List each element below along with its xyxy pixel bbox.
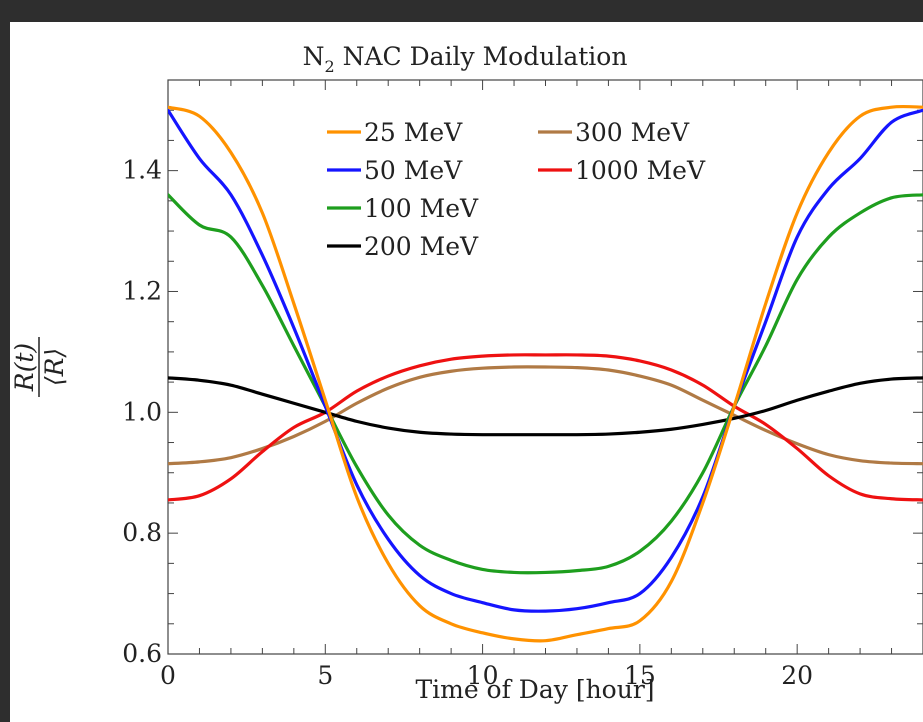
series-lines bbox=[168, 104, 923, 643]
y-tick-labels: 0.6 0.8 1.0 1.2 1.4 bbox=[122, 156, 162, 668]
x-tick-label: 10 bbox=[467, 661, 499, 690]
series-line-100-mev bbox=[168, 193, 923, 575]
series-line-1000-mev bbox=[168, 353, 923, 502]
y-tick-label: 0.8 bbox=[122, 518, 162, 547]
y-tick-label: 1.4 bbox=[122, 156, 162, 185]
x-tick-label: 0 bbox=[160, 661, 176, 690]
legend-label: 1000 MeV bbox=[575, 156, 706, 185]
y-tick-label: 1.0 bbox=[122, 397, 162, 426]
y-tick-label: 1.2 bbox=[122, 276, 162, 305]
x-tick-label: 15 bbox=[624, 661, 656, 690]
chart-panel: N2 NAC Daily Modulation 0 5 10 15 20 0.6 0.8 1… bbox=[10, 22, 923, 722]
x-tick-label: 20 bbox=[781, 661, 813, 690]
y-axis-title-numerator: R(t) bbox=[10, 343, 39, 392]
x-tick-labels: 0 5 10 15 20 bbox=[160, 661, 813, 690]
legend-label: 50 MeV bbox=[364, 156, 463, 185]
y-tick-label: 0.6 bbox=[122, 639, 162, 668]
chart-title: N2 NAC Daily Modulation bbox=[303, 42, 628, 76]
axis-ticks bbox=[167, 79, 923, 655]
series-line-200-mev bbox=[168, 376, 923, 437]
y-axis-title: R(t) ⟨R⟩ bbox=[10, 337, 69, 397]
legend-label: 200 MeV bbox=[364, 232, 479, 261]
legend-label: 100 MeV bbox=[364, 194, 479, 223]
legend: 25 MeV 50 MeV 100 MeV 200 MeV 300 MeV 1000 Me… bbox=[327, 118, 706, 261]
chart-title-rest: NAC Daily Modulation bbox=[335, 42, 628, 71]
series-line-50-mev bbox=[168, 108, 923, 613]
series-line-300-mev bbox=[168, 365, 923, 466]
chart-title-sub: 2 bbox=[324, 57, 334, 76]
x-tick-label: 5 bbox=[317, 661, 333, 690]
y-axis-title-denominator: ⟨R⟩ bbox=[40, 348, 69, 386]
line-chart: N2 NAC Daily Modulation 0 5 10 15 20 0.6 0.8 1… bbox=[10, 42, 923, 704]
x-axis-title: Time of Day [hour] bbox=[415, 675, 654, 704]
legend-label: 25 MeV bbox=[364, 118, 463, 147]
chart-title-main: N bbox=[303, 42, 325, 71]
series-line-25-mev bbox=[168, 104, 923, 643]
legend-label: 300 MeV bbox=[575, 118, 690, 147]
